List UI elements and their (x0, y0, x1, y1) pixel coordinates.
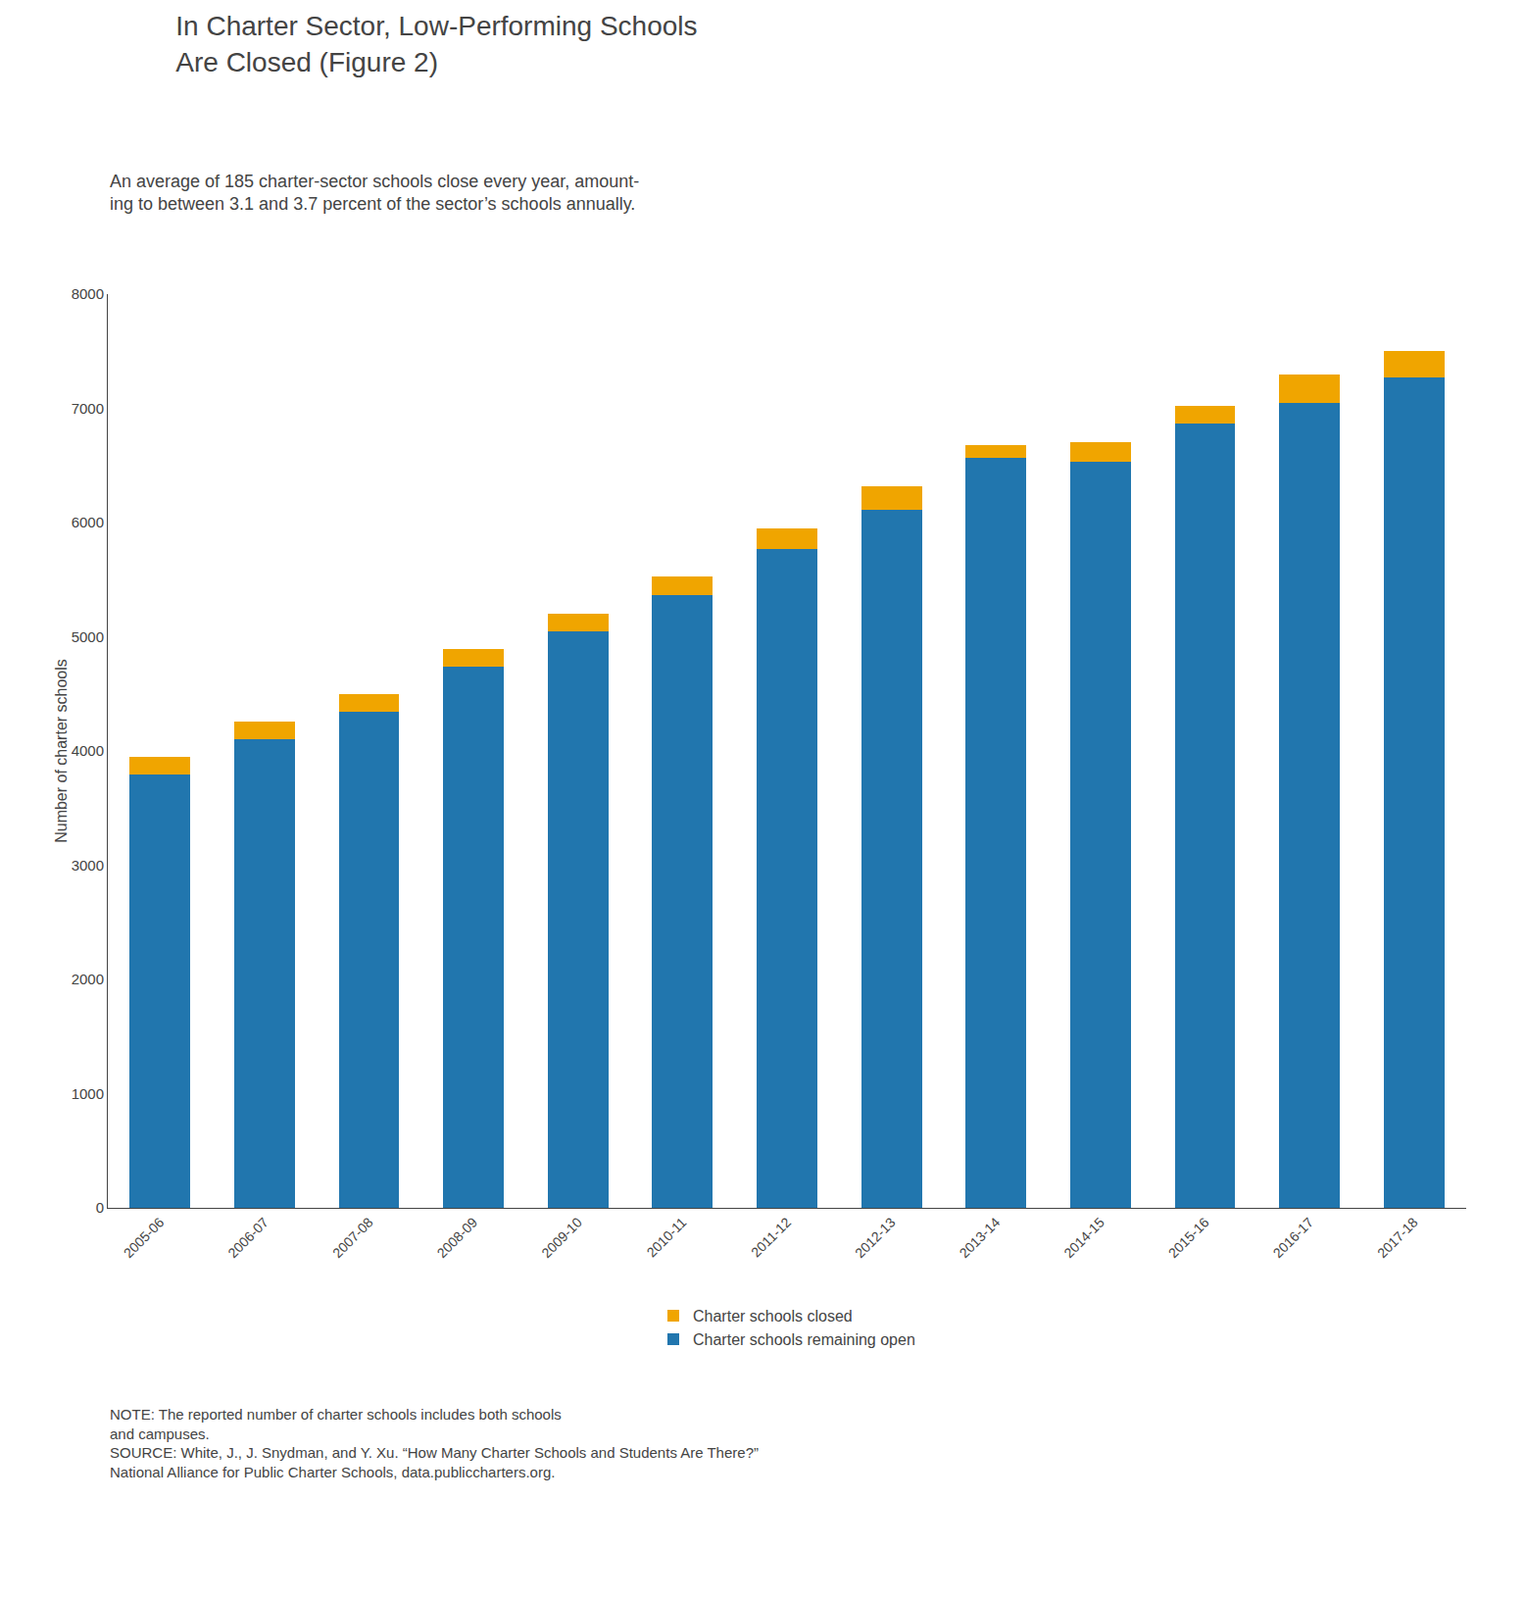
svg-text:2007-08: 2007-08 (329, 1213, 377, 1261)
svg-text:2010-11: 2010-11 (643, 1213, 690, 1260)
svg-text:2009-10: 2009-10 (538, 1213, 586, 1261)
svg-text:2000: 2000 (71, 970, 104, 987)
svg-text:3000: 3000 (71, 856, 104, 874)
svg-text:2016-17: 2016-17 (1269, 1213, 1317, 1261)
svg-text:4000: 4000 (71, 741, 104, 759)
svg-text:NOTE: The reported number of c: NOTE: The reported number of charter sch… (109, 1405, 759, 1480)
svg-text:2008-09: 2008-09 (434, 1213, 482, 1261)
svg-text:An average of 185 charter-sect: An average of 185 charter-sector schools… (109, 171, 640, 214)
svg-text:2013-14: 2013-14 (956, 1213, 1004, 1261)
svg-text:Number of charter schools: Number of charter schools (52, 658, 70, 843)
svg-text:Charter schools remaining open: Charter schools remaining open (692, 1330, 916, 1348)
svg-text:8000: 8000 (71, 285, 104, 302)
svg-text:2014-15: 2014-15 (1060, 1213, 1108, 1261)
svg-text:0: 0 (96, 1198, 104, 1216)
svg-text:2017-18: 2017-18 (1374, 1213, 1422, 1261)
svg-text:In Charter Sector, Low-Perform: In Charter Sector, Low-Performing School… (175, 10, 697, 77)
svg-text:2006-07: 2006-07 (224, 1213, 272, 1261)
svg-text:1000: 1000 (71, 1084, 104, 1102)
svg-text:6000: 6000 (71, 513, 104, 531)
svg-text:Charter schools closed: Charter schools closed (692, 1307, 853, 1325)
svg-text:2005-06: 2005-06 (120, 1213, 168, 1261)
svg-text:2015-16: 2015-16 (1165, 1213, 1213, 1261)
svg-text:5000: 5000 (71, 628, 104, 645)
svg-text:2011-12: 2011-12 (747, 1213, 794, 1260)
svg-text:7000: 7000 (71, 399, 104, 417)
svg-text:2012-13: 2012-13 (851, 1213, 899, 1261)
